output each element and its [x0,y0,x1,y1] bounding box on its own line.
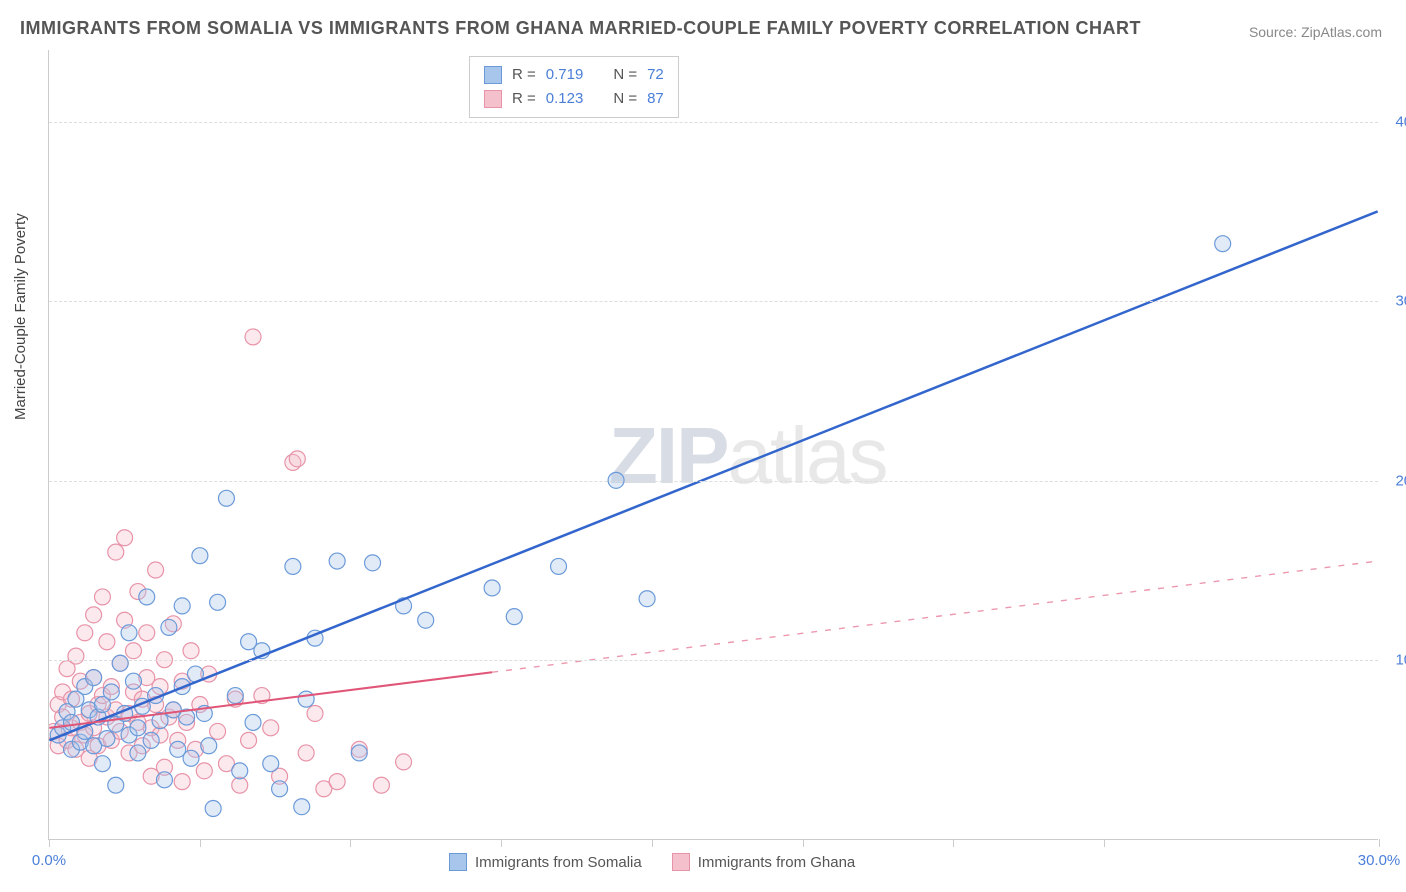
scatter-point [99,634,115,650]
y-tick-label: 30.0% [1395,293,1406,310]
scatter-point [174,598,190,614]
scatter-point [125,643,141,659]
scatter-point [205,801,221,817]
scatter-point [125,673,141,689]
scatter-point [365,555,381,571]
scatter-point [139,625,155,641]
scatter-point [86,670,102,686]
trend-line-dashed [492,561,1378,672]
scatter-point [174,774,190,790]
x-tick [350,839,351,847]
scatter-point [117,530,133,546]
x-tick [1379,839,1380,847]
x-tick [652,839,653,847]
y-tick-label: 10.0% [1395,652,1406,669]
legend-item-ghana: Immigrants from Ghana [672,853,856,871]
legend-label-somalia: Immigrants from Somalia [475,854,642,871]
scatter-point [329,774,345,790]
scatter-point [130,720,146,736]
scatter-point [329,553,345,569]
scatter-point [396,754,412,770]
chart-title: IMMIGRANTS FROM SOMALIA VS IMMIGRANTS FR… [20,18,1141,39]
gridline [49,122,1378,123]
scatter-point [77,625,93,641]
scatter-point [351,745,367,761]
x-tick-label: 0.0% [32,852,66,869]
legend-swatch-somalia [449,853,467,871]
scatter-point [227,688,243,704]
scatter-point [139,589,155,605]
scatter-point [94,589,110,605]
scatter-point [232,777,248,793]
scatter-point [298,691,314,707]
scatter-point [201,738,217,754]
scatter-point [103,684,119,700]
scatter-point [68,648,84,664]
scatter-point [121,625,137,641]
scatter-point [285,558,301,574]
scatter-point [99,731,115,747]
bottom-legend: Immigrants from Somalia Immigrants from … [449,853,855,871]
gridline [49,301,1378,302]
scatter-point [143,732,159,748]
scatter-point [551,558,567,574]
scatter-point [298,745,314,761]
scatter-point [161,619,177,635]
scatter-point [245,714,261,730]
scatter-point [232,763,248,779]
x-tick [200,839,201,847]
scatter-point [307,705,323,721]
legend-item-somalia: Immigrants from Somalia [449,853,642,871]
scatter-point [108,777,124,793]
scatter-point [263,720,279,736]
scatter-point [112,655,128,671]
source-label: Source: ZipAtlas.com [1249,24,1382,40]
scatter-point [192,548,208,564]
y-tick-label: 40.0% [1395,113,1406,130]
scatter-point [263,756,279,772]
scatter-point [639,591,655,607]
gridline [49,660,1378,661]
scatter-point [241,732,257,748]
scatter-point [418,612,434,628]
scatter-point [210,594,226,610]
scatter-point [183,643,199,659]
scatter-point [484,580,500,596]
legend-label-ghana: Immigrants from Ghana [698,854,856,871]
x-tick [1104,839,1105,847]
scatter-point [108,544,124,560]
scatter-point [94,756,110,772]
scatter-point [218,490,234,506]
y-axis-label: Married-Couple Family Poverty [12,213,29,420]
scatter-point [294,799,310,815]
scatter-point [210,723,226,739]
scatter-point [156,772,172,788]
x-tick [803,839,804,847]
scatter-point [506,609,522,625]
x-tick-label: 30.0% [1358,852,1401,869]
x-tick [501,839,502,847]
x-tick [953,839,954,847]
scatter-point [245,329,261,345]
y-tick-label: 20.0% [1395,472,1406,489]
scatter-point [373,777,389,793]
scatter-point [196,763,212,779]
scatter-point [86,607,102,623]
scatter-point [130,745,146,761]
scatter-point [183,750,199,766]
gridline [49,481,1378,482]
chart-plot-area: ZIPatlas R = 0.719 N = 72 R = 0.123 N = … [48,50,1378,840]
scatter-point [289,451,305,467]
scatter-point [148,562,164,578]
x-tick [49,839,50,847]
scatter-svg [49,50,1378,839]
legend-swatch-ghana [672,853,690,871]
scatter-point [1215,236,1231,252]
scatter-point [272,781,288,797]
